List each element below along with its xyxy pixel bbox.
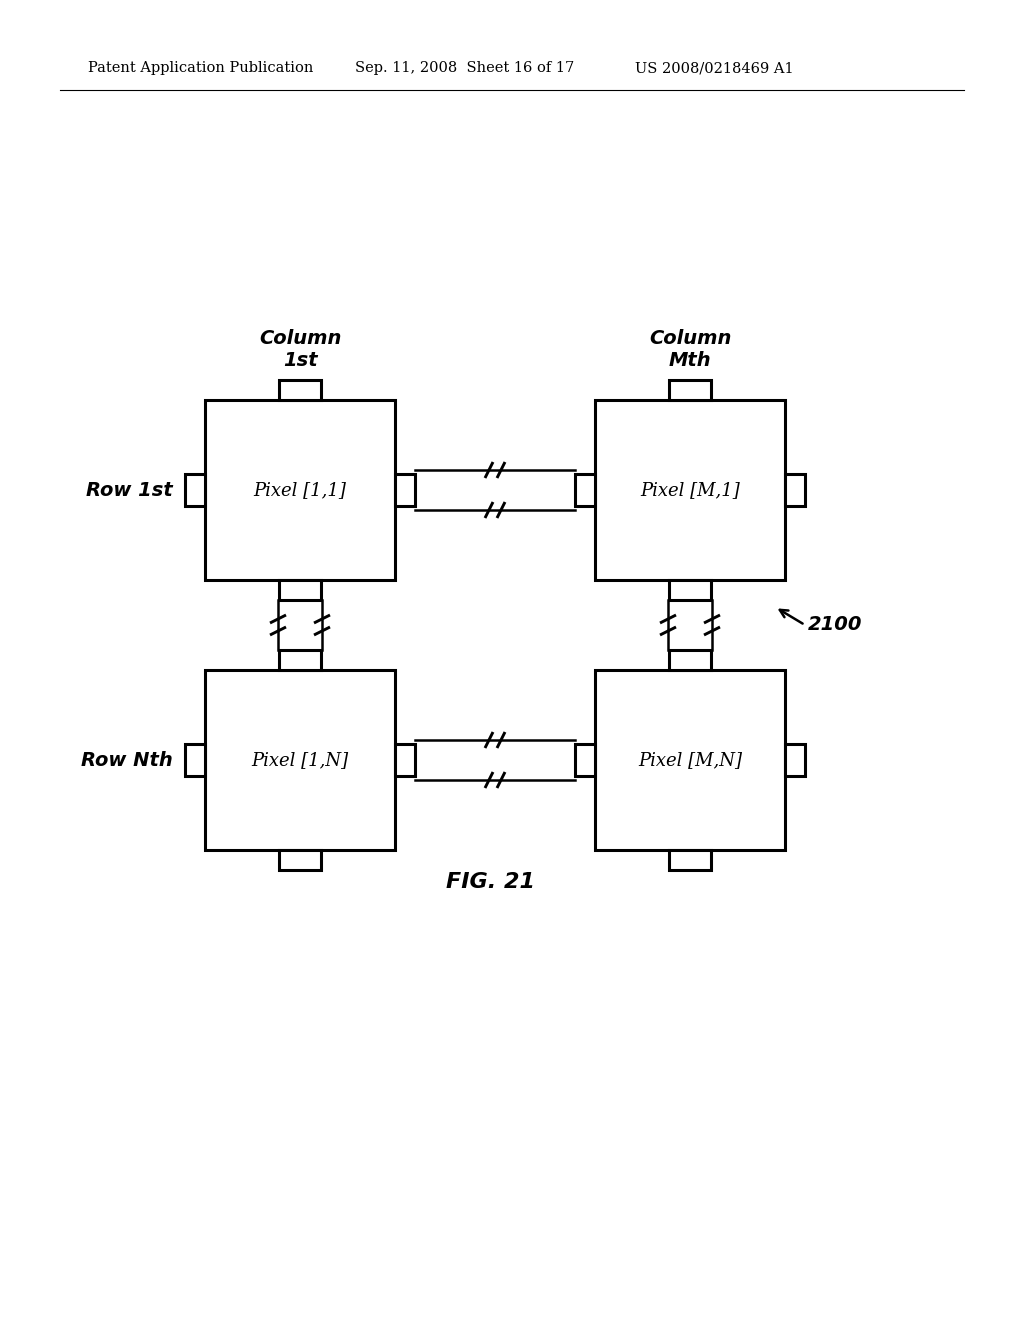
Bar	[595, 671, 785, 850]
Bar	[279, 579, 321, 601]
Text: Row Nth: Row Nth	[81, 751, 173, 770]
Bar	[279, 380, 321, 400]
Bar	[595, 400, 785, 579]
Bar	[669, 850, 711, 870]
Text: Sep. 11, 2008  Sheet 16 of 17: Sep. 11, 2008 Sheet 16 of 17	[355, 61, 574, 75]
Bar	[575, 744, 595, 776]
Text: Pixel [M,N]: Pixel [M,N]	[638, 751, 742, 770]
Bar	[395, 744, 415, 776]
Text: Column
Mth: Column Mth	[649, 329, 731, 370]
Bar	[205, 671, 395, 850]
Text: Row 1st: Row 1st	[86, 480, 173, 499]
Bar	[205, 400, 395, 579]
Bar	[785, 474, 805, 506]
Bar	[669, 380, 711, 400]
Text: 2100: 2100	[808, 615, 862, 635]
Bar	[669, 579, 711, 601]
Bar	[575, 474, 595, 506]
Bar	[395, 474, 415, 506]
Text: Pixel [M,1]: Pixel [M,1]	[640, 480, 740, 499]
Text: Column
1st: Column 1st	[259, 329, 341, 370]
Text: Pixel [1,N]: Pixel [1,N]	[252, 751, 348, 770]
Text: FIG. 21: FIG. 21	[445, 873, 535, 892]
Bar	[185, 474, 205, 506]
Text: US 2008/0218469 A1: US 2008/0218469 A1	[635, 61, 794, 75]
Bar	[669, 649, 711, 671]
Bar	[185, 744, 205, 776]
Bar	[785, 744, 805, 776]
Bar	[279, 850, 321, 870]
Text: Pixel [1,1]: Pixel [1,1]	[254, 480, 346, 499]
Bar	[279, 649, 321, 671]
Text: Patent Application Publication: Patent Application Publication	[88, 61, 313, 75]
